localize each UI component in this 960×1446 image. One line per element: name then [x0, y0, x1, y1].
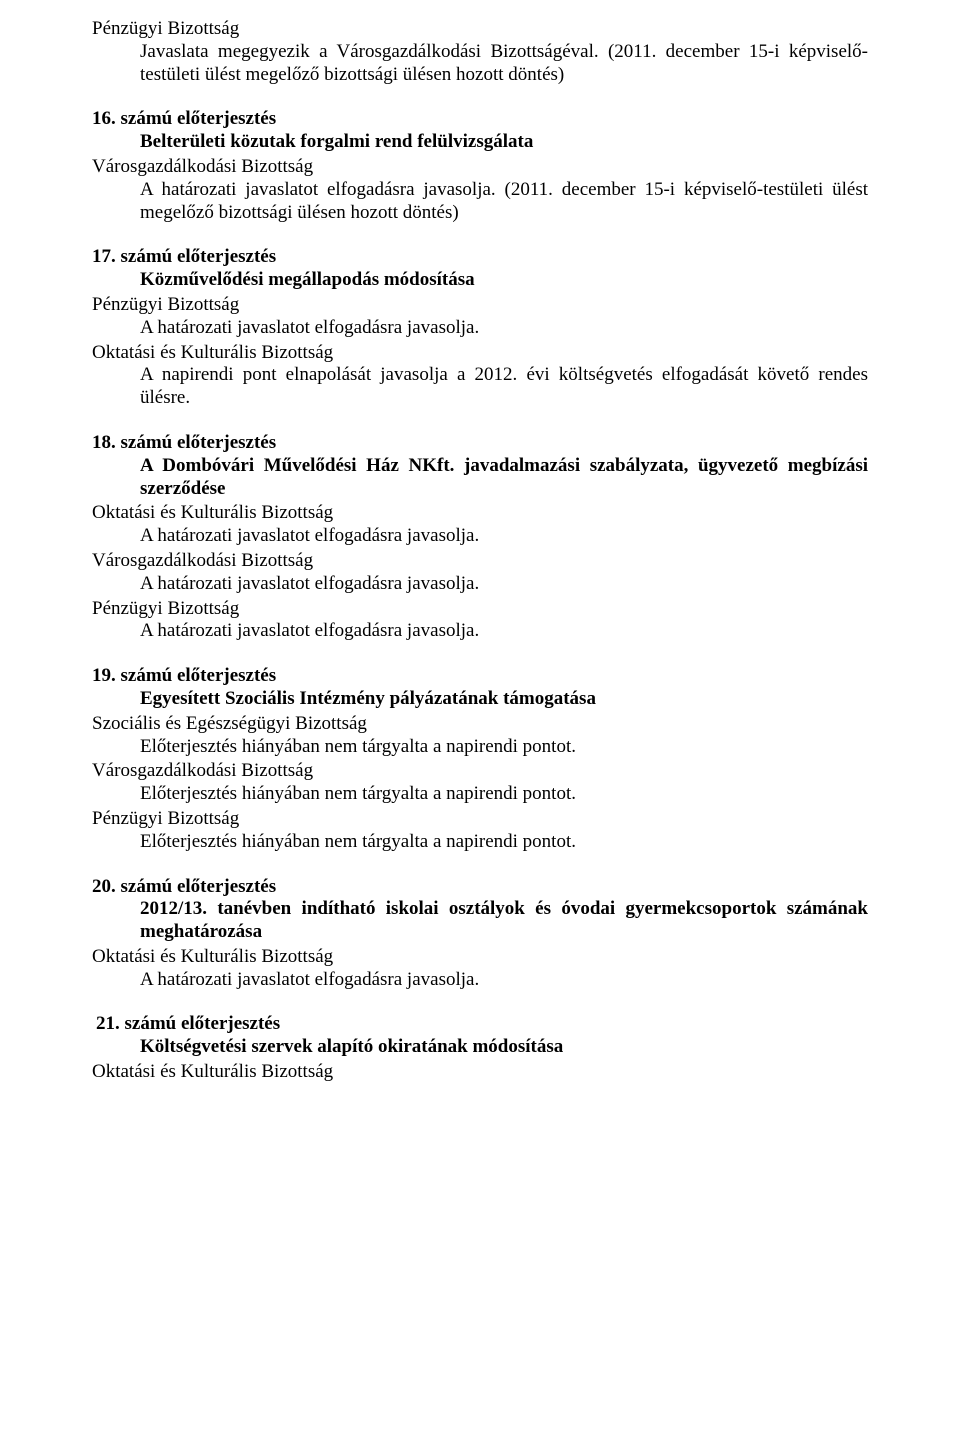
committee-body: A határozati javaslatot elfogadásra java… [92, 179, 868, 225]
item-16: 16. számú előterjesztés Belterületi közu… [92, 108, 868, 224]
committee-body: Előterjesztés hiányában nem tárgyalta a … [92, 736, 868, 759]
item-number: 16. számú előterjesztés [92, 108, 868, 131]
item-title: 2012/13. tanévben indítható iskolai oszt… [92, 898, 868, 944]
item-title: Belterületi közutak forgalmi rend felülv… [92, 131, 868, 154]
item-19: 19. számú előterjesztés Egyesített Szoci… [92, 665, 868, 853]
item-number: 21. számú előterjesztés [92, 1013, 868, 1036]
document-page: Pénzügyi Bizottság Javaslata megegyezik … [0, 0, 960, 1146]
committee-body: Javaslata megegyezik a Városgazdálkodási… [92, 41, 868, 87]
committee-name: Szociális és Egészségügyi Bizottság [92, 713, 868, 736]
committee-name: Oktatási és Kulturális Bizottság [92, 342, 868, 365]
committee-name: Városgazdálkodási Bizottság [92, 760, 868, 783]
item-number: 20. számú előterjesztés [92, 876, 868, 899]
item-number: 18. számú előterjesztés [92, 432, 868, 455]
committee-body: A határozati javaslatot elfogadásra java… [92, 317, 868, 340]
committee-name: Pénzügyi Bizottság [92, 18, 868, 41]
item-21: 21. számú előterjesztés Költségvetési sz… [92, 1013, 868, 1083]
committee-body: A határozati javaslatot elfogadásra java… [92, 573, 868, 596]
committee-name: Városgazdálkodási Bizottság [92, 156, 868, 179]
committee-name: Oktatási és Kulturális Bizottság [92, 946, 868, 969]
item-title: Költségvetési szervek alapító okiratának… [92, 1036, 868, 1059]
committee-name: Pénzügyi Bizottság [92, 598, 868, 621]
committee-name: Oktatási és Kulturális Bizottság [92, 502, 868, 525]
item-title: Egyesített Szociális Intézmény pályázatá… [92, 688, 868, 711]
committee-body: A napirendi pont elnapolását javasolja a… [92, 364, 868, 410]
committee-name: Városgazdálkodási Bizottság [92, 550, 868, 573]
committee-name: Pénzügyi Bizottság [92, 808, 868, 831]
item-18: 18. számú előterjesztés A Dombóvári Műve… [92, 432, 868, 643]
item-title: Közművelődési megállapodás módosítása [92, 269, 868, 292]
committee-body: Előterjesztés hiányában nem tárgyalta a … [92, 831, 868, 854]
item-15-tail: Pénzügyi Bizottság Javaslata megegyezik … [92, 18, 868, 86]
item-17: 17. számú előterjesztés Közművelődési me… [92, 246, 868, 410]
item-number: 17. számú előterjesztés [92, 246, 868, 269]
committee-body: A határozati javaslatot elfogadásra java… [92, 620, 868, 643]
committee-name: Oktatási és Kulturális Bizottság [92, 1061, 868, 1084]
item-20: 20. számú előterjesztés 2012/13. tanévbe… [92, 876, 868, 992]
item-number: 19. számú előterjesztés [92, 665, 868, 688]
committee-body: A határozati javaslatot elfogadásra java… [92, 525, 868, 548]
committee-body: A határozati javaslatot elfogadásra java… [92, 969, 868, 992]
committee-name: Pénzügyi Bizottság [92, 294, 868, 317]
committee-body: Előterjesztés hiányában nem tárgyalta a … [92, 783, 868, 806]
item-title: A Dombóvári Művelődési Ház NKft. javadal… [92, 455, 868, 501]
